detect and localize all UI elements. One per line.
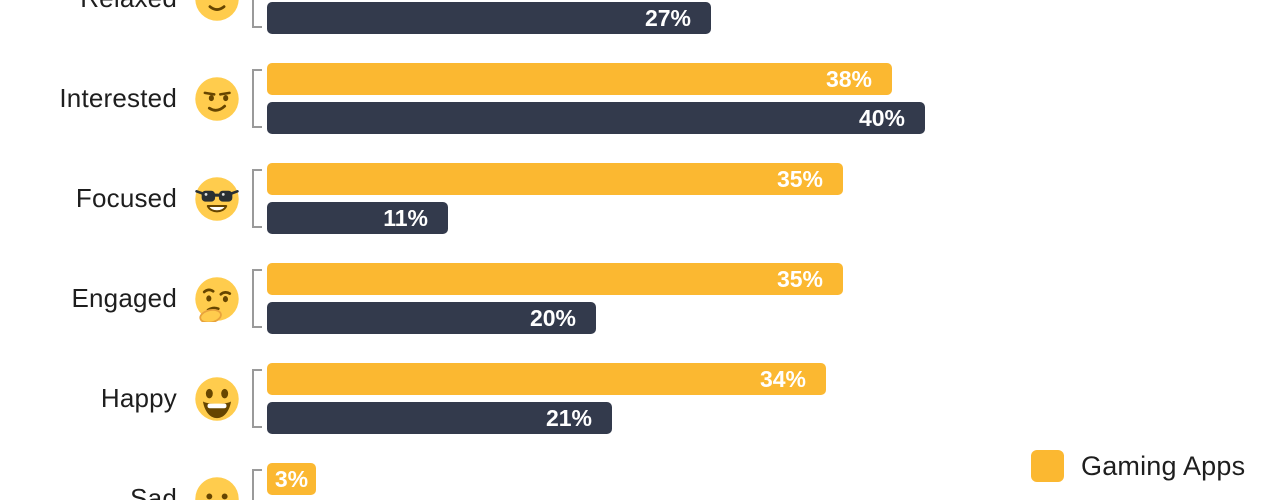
bar-gaming-apps: 38% xyxy=(267,63,892,95)
category-label: Focused xyxy=(75,183,177,213)
category-row-label: Sad xyxy=(130,476,240,500)
bar-value-label: 21% xyxy=(545,404,592,431)
nerd-face-icon xyxy=(195,176,239,221)
bar-value-label: 20% xyxy=(529,304,576,331)
thinking-face-icon xyxy=(195,276,239,322)
bar-value-label: 34% xyxy=(759,365,806,392)
category-row-label: Focused xyxy=(76,176,240,222)
bar-gaming-apps: 34% xyxy=(267,363,826,395)
bar-series-2: 40% xyxy=(267,102,925,134)
category-row-label: Relaxed xyxy=(80,0,240,22)
bar-series-2: 11% xyxy=(267,202,448,234)
bar-series-2: 20% xyxy=(267,302,596,334)
grinning-face-icon xyxy=(195,376,239,421)
row-bracket xyxy=(252,169,262,228)
legend: Gaming Apps xyxy=(1031,450,1245,482)
bar-gaming-apps: 35% xyxy=(267,263,843,295)
bar-series-2: 27% xyxy=(267,2,711,34)
category-row-label: Happy xyxy=(101,376,240,422)
category-label: Sad xyxy=(130,483,177,500)
bar-series-2: 21% xyxy=(267,402,612,434)
bar-value-label: 35% xyxy=(776,265,823,292)
legend-swatch-gaming-apps xyxy=(1031,450,1064,482)
bar-value-label: 3% xyxy=(274,465,309,492)
bar-value-label: 35% xyxy=(776,165,823,192)
row-bracket xyxy=(252,69,262,128)
bar-value-label: 40% xyxy=(858,104,905,131)
legend-label-gaming-apps: Gaming Apps xyxy=(1081,450,1246,481)
sad-face-icon xyxy=(195,476,239,500)
category-row-label: Interested xyxy=(59,76,240,122)
bar-value-label: 38% xyxy=(825,65,872,92)
bar-gaming-apps: 3% xyxy=(267,463,316,495)
category-label: Relaxed xyxy=(80,0,177,14)
bar-gaming-apps: 35% xyxy=(267,163,843,195)
category-label: Happy xyxy=(100,383,177,413)
row-bracket xyxy=(252,469,262,500)
bar-value-label: 27% xyxy=(644,4,691,31)
bar-value-label: 11% xyxy=(383,204,428,231)
smirking-face-icon xyxy=(195,76,239,121)
row-bracket xyxy=(252,369,262,428)
category-label: Engaged xyxy=(71,283,177,313)
row-bracket xyxy=(252,0,262,28)
relieved-face-icon xyxy=(195,0,239,21)
category-row-label: Engaged xyxy=(71,276,240,322)
category-label: Interested xyxy=(59,83,177,113)
row-bracket xyxy=(252,269,262,328)
